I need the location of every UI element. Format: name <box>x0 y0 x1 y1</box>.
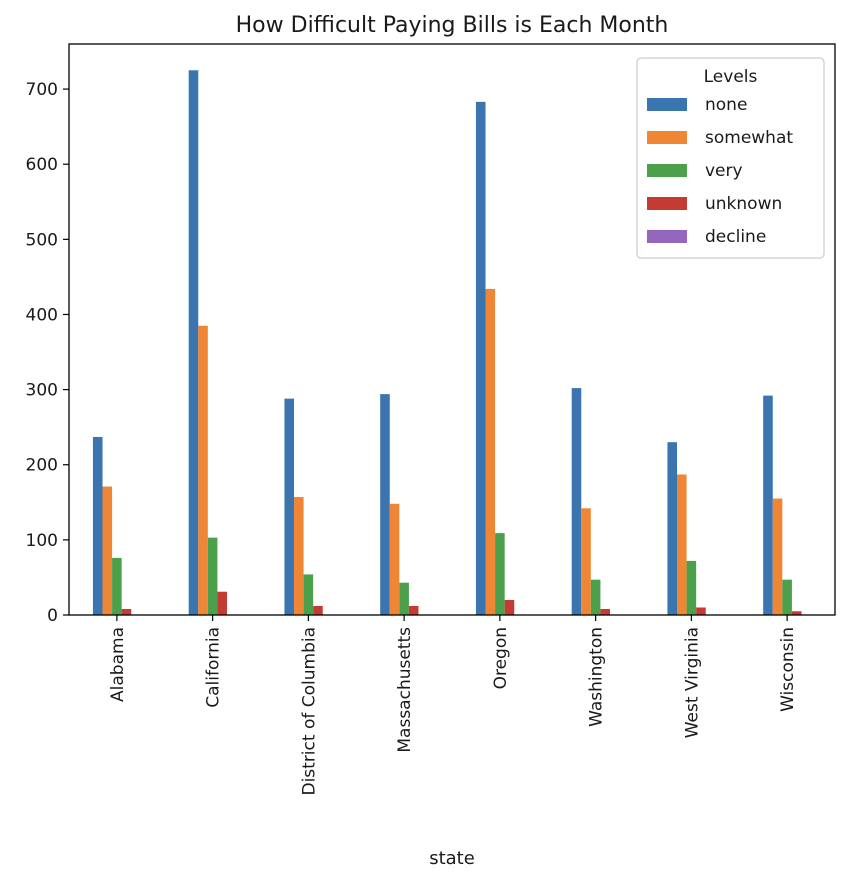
bar-very <box>495 533 505 615</box>
x-tick-label: Washington <box>587 627 607 727</box>
legend-swatch-none <box>647 98 687 111</box>
legend: Levels none somewhat very unknown decline <box>636 57 825 259</box>
legend-label-none: none <box>705 95 747 115</box>
bar-unknown <box>791 611 802 615</box>
chart-title: How Difficult Paying Bills is Each Month <box>236 13 669 38</box>
x-tick-label: West Virginia <box>682 627 702 738</box>
bar-none <box>763 395 773 615</box>
x-axis-label: state <box>429 848 475 869</box>
bar-somewhat <box>389 503 400 615</box>
bar-very <box>207 537 218 615</box>
bar-unknown <box>121 608 132 615</box>
bar-unknown <box>217 591 227 615</box>
bar-very <box>112 557 122 615</box>
bar-unknown <box>408 605 419 615</box>
y-tick-label: 0 <box>47 606 58 626</box>
x-tick-label: District of Columbia <box>299 627 319 796</box>
bar-none <box>284 398 295 615</box>
plot-area: 0 100 200 300 400 500 600 700 Alabama California D… <box>26 70 802 796</box>
legend-swatch-decline <box>647 230 687 243</box>
bar-none <box>667 442 678 615</box>
x-tick-label: California <box>204 627 224 708</box>
x-tick-label: Alabama <box>108 627 128 702</box>
y-tick-label: 200 <box>26 456 58 476</box>
x-tick-label: Massachusetts <box>395 627 415 753</box>
bar-somewhat <box>294 497 304 615</box>
bar-somewhat <box>772 498 783 615</box>
legend-label-unknown: unknown <box>705 194 782 214</box>
legend-label-very: very <box>705 161 743 181</box>
bar-unknown <box>696 607 706 615</box>
y-tick-label: 500 <box>26 230 58 250</box>
bar-somewhat <box>677 474 687 615</box>
bar-unknown <box>313 605 323 615</box>
x-tick-label: Wisconsin <box>778 627 798 712</box>
bar-very <box>303 574 314 615</box>
bar-none <box>92 436 103 615</box>
legend-swatch-somewhat <box>647 131 687 144</box>
bar-very <box>782 579 792 615</box>
bar-none <box>188 70 199 616</box>
legend-label-somewhat: somewhat <box>705 128 793 148</box>
bar-none <box>380 394 390 615</box>
bar-somewhat <box>581 508 591 615</box>
bar-very <box>590 579 601 615</box>
bar-somewhat <box>102 486 113 615</box>
bar-unknown <box>600 608 610 615</box>
bar-none <box>475 101 486 615</box>
y-tick-label: 100 <box>26 531 58 551</box>
legend-swatch-unknown <box>647 197 687 210</box>
plot-frame <box>68 43 836 616</box>
legend-label-decline: decline <box>705 227 766 247</box>
bar-somewhat <box>485 288 496 615</box>
y-tick-label: 400 <box>26 305 58 325</box>
bar-very <box>399 582 409 615</box>
y-tick-label: 700 <box>26 80 58 100</box>
x-tick-label: Oregon <box>491 627 511 689</box>
bar-unknown <box>504 599 515 615</box>
y-tick-label: 300 <box>26 381 58 401</box>
bar-very <box>686 560 697 615</box>
legend-title: Levels <box>704 67 758 87</box>
bar-somewhat <box>198 325 208 615</box>
y-tick-label: 600 <box>26 155 58 175</box>
legend-swatch-very <box>647 164 687 177</box>
bar-none <box>571 388 582 615</box>
